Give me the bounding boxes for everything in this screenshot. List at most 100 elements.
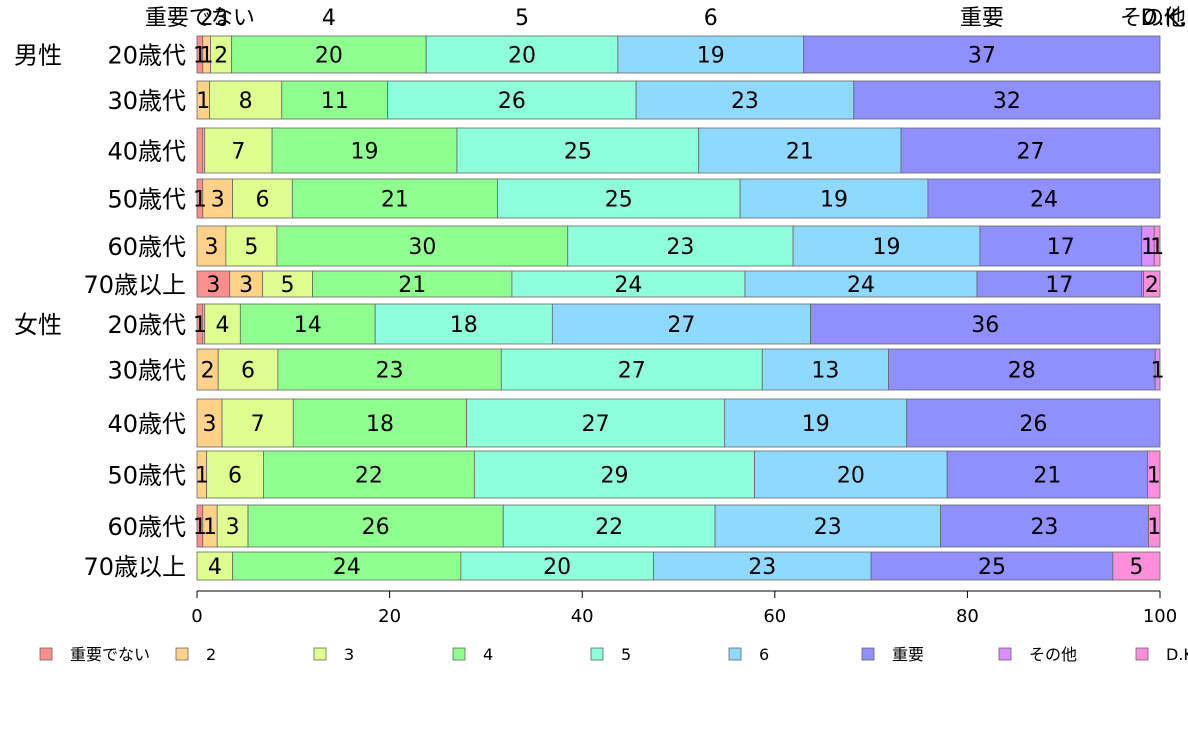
segment-label-10-s6: 20 bbox=[837, 464, 865, 489]
bar-segment-4-s4 bbox=[291, 178, 498, 219]
legend-swatch-6 bbox=[728, 647, 742, 661]
segment-label-6-s6: 24 bbox=[847, 273, 875, 298]
segment-label-7-s5: 18 bbox=[450, 313, 478, 338]
segment-label-12-s9: 5 bbox=[1129, 555, 1143, 580]
segment-label-4-s4: 21 bbox=[381, 188, 409, 213]
bar-segment-3-s6 bbox=[698, 127, 902, 174]
category-label-2: 30歳代 bbox=[107, 87, 186, 115]
bar-segment-9-s3 bbox=[221, 398, 294, 448]
segment-label-9-s4: 18 bbox=[366, 412, 394, 437]
bar-segment-9-s2 bbox=[196, 398, 223, 448]
segment-label-1-s1: 1 bbox=[193, 44, 207, 69]
bar-segment-7-s4 bbox=[239, 303, 376, 345]
segment-label-11-s5: 22 bbox=[595, 515, 623, 540]
top-label-6: 6 bbox=[704, 6, 718, 31]
bar-segment-7-s6 bbox=[551, 303, 811, 345]
bar-segment-5-s9 bbox=[1153, 225, 1161, 267]
segment-label-12-s7: 25 bbox=[978, 555, 1006, 580]
category-label-9: 40歳代 bbox=[107, 410, 186, 438]
bar-segment-12-s3 bbox=[196, 551, 234, 581]
legend-label-4: 4 bbox=[483, 645, 493, 664]
x-tick-label-60: 60 bbox=[763, 606, 786, 627]
category-label-5: 60歳代 bbox=[107, 233, 186, 261]
segment-label-8-s2: 2 bbox=[201, 359, 215, 384]
legend-swatch-7 bbox=[861, 647, 875, 661]
segment-label-6-s1: 3 bbox=[206, 273, 220, 298]
segment-label-4-s1: 1 bbox=[193, 188, 207, 213]
bar-segment-10-s7 bbox=[946, 450, 1148, 499]
bar-segment-6-s5 bbox=[511, 270, 746, 298]
bar-segment-3-s4 bbox=[271, 127, 458, 174]
segment-label-2-s4: 11 bbox=[321, 89, 349, 114]
top-label-その他: その他 bbox=[1120, 6, 1186, 31]
segment-label-6-s7: 17 bbox=[1045, 273, 1073, 298]
bar-segment-6-s4 bbox=[312, 270, 513, 298]
segment-label-11-s9: 1 bbox=[1147, 515, 1161, 540]
segment-label-1-s3: 2 bbox=[214, 44, 228, 69]
segment-label-7-s4: 14 bbox=[294, 313, 322, 338]
bar-segment-6-s9 bbox=[1143, 270, 1161, 298]
top-label-5: 5 bbox=[515, 6, 529, 31]
segment-label-1-s6: 19 bbox=[697, 44, 725, 69]
category-label-4: 50歳代 bbox=[107, 186, 186, 214]
bar-segment-6-s1 bbox=[196, 270, 231, 298]
legend-label-9: D.K. bbox=[1166, 645, 1188, 664]
category-label-12: 70歳以上 bbox=[83, 553, 186, 581]
top-label-4: 4 bbox=[322, 6, 336, 31]
legend-label-3: 3 bbox=[344, 645, 354, 664]
segment-label-7-s1: 1 bbox=[193, 313, 207, 338]
segment-label-8-s4: 23 bbox=[376, 359, 404, 384]
legend-label-7: 重要 bbox=[892, 645, 924, 664]
segment-label-5-s5: 23 bbox=[666, 235, 694, 260]
bar-segment-5-s3 bbox=[225, 225, 278, 267]
segment-label-11-s7: 23 bbox=[1030, 515, 1058, 540]
bar-segment-9-s5 bbox=[466, 398, 726, 448]
bar-segment-6-s7 bbox=[976, 270, 1143, 298]
bar-segment-9-s6 bbox=[724, 398, 908, 448]
segment-label-8-s8: 1 bbox=[1151, 359, 1165, 384]
segment-label-5-s3: 5 bbox=[244, 235, 258, 260]
segment-label-6-s4: 21 bbox=[398, 273, 426, 298]
segment-label-6-s9: 2 bbox=[1145, 273, 1159, 298]
bar-segment-1-s6 bbox=[617, 35, 805, 74]
legend-label-5: 5 bbox=[621, 645, 631, 664]
bar-segment-2-s3 bbox=[209, 80, 283, 120]
category-label-8: 30歳代 bbox=[107, 357, 186, 385]
top-label-重要: 重要 bbox=[960, 6, 1004, 31]
segment-label-7-s3: 4 bbox=[216, 313, 230, 338]
bar-segment-1-s7 bbox=[803, 35, 1161, 74]
bar-segment-3-s7 bbox=[900, 127, 1161, 174]
bar-segment-11-s4 bbox=[247, 504, 504, 548]
top-label-3: 3 bbox=[214, 6, 228, 31]
legend-swatch-4 bbox=[452, 647, 466, 661]
category-label-1: 20歳代 bbox=[107, 42, 186, 70]
segment-label-5-s9: 1 bbox=[1150, 235, 1164, 260]
x-tick-label-100: 100 bbox=[1143, 606, 1177, 627]
bar-segment-12-s9 bbox=[1112, 551, 1161, 581]
bar-segment-4-s7 bbox=[927, 178, 1161, 219]
segment-label-4-s5: 25 bbox=[605, 188, 633, 213]
legend-swatch-1 bbox=[39, 647, 53, 661]
segment-label-12-s4: 24 bbox=[333, 555, 361, 580]
bar-segment-10-s9 bbox=[1147, 450, 1161, 499]
segment-label-2-s2: 1 bbox=[196, 89, 210, 114]
bar-segment-8-s6 bbox=[761, 348, 889, 391]
group-label-1: 男性 bbox=[14, 42, 62, 70]
segment-label-9-s5: 27 bbox=[582, 412, 610, 437]
bar-segment-1-s4 bbox=[231, 35, 427, 74]
group-label-2: 女性 bbox=[14, 311, 62, 339]
segment-label-3-s4: 19 bbox=[351, 140, 379, 165]
segment-label-4-s7: 24 bbox=[1030, 188, 1058, 213]
segment-label-2-s3: 8 bbox=[239, 89, 253, 114]
segment-label-2-s7: 32 bbox=[993, 89, 1021, 114]
segment-label-2-s6: 23 bbox=[731, 89, 759, 114]
bar-segment-11-s6 bbox=[714, 504, 941, 548]
bar-segment-2-s6 bbox=[635, 80, 855, 120]
bar-segment-11-s7 bbox=[940, 504, 1149, 548]
segment-label-11-s2: 1 bbox=[203, 515, 217, 540]
segment-label-4-s6: 19 bbox=[820, 188, 848, 213]
segment-label-5-s2: 3 bbox=[204, 235, 218, 260]
segment-label-12-s5: 20 bbox=[543, 555, 571, 580]
legend-label-6: 6 bbox=[759, 645, 769, 664]
